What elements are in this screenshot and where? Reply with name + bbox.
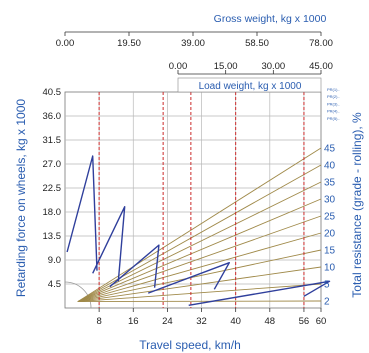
gross-weight-tick-label: 78.00 (309, 38, 333, 49)
y-tick-label: 31.5 (43, 135, 62, 146)
x-tick-label: 48 (265, 316, 276, 327)
resistance-tick-label: 15 (324, 246, 336, 257)
gross-weight-tick-label: 0.00 (56, 38, 75, 49)
resistance-tick-label: 10 (324, 263, 336, 274)
y-axis-title: Retarding force on wheels, kg x 1000 (14, 99, 28, 297)
load-weight-label-box (177, 77, 322, 93)
plot-frame (64, 91, 322, 309)
x-tick-label: 8 (96, 316, 101, 327)
x-tick-label: 16 (128, 316, 139, 327)
y-tick-label: 36.0 (43, 111, 62, 122)
resistance-line (77, 232, 322, 303)
load-weight-tick-label: 45.00 (309, 61, 333, 72)
pr-label: PR(4).. (327, 109, 340, 114)
pr-label: PR(3).. (327, 101, 340, 106)
gross-weight-ticks: 0.00 19.50 39.00 58.50 78.00 (56, 32, 333, 49)
resistance-tick-label: 2 (324, 297, 330, 308)
resistance-line (77, 181, 322, 303)
load-weight-axis-title: Load weight, kg x 1000 (199, 81, 302, 92)
y-tick-label: 4.5 (48, 279, 61, 290)
origin-arc (64, 281, 92, 309)
y-tick-label: 18.0 (43, 207, 62, 218)
resistance-line (77, 283, 322, 303)
gear-curve (66, 155, 98, 271)
resistance-tick-label: 20 (324, 229, 336, 240)
gear-curve (188, 280, 331, 306)
resistance-line (77, 300, 322, 303)
load-weight-tick-label: 30.00 (261, 61, 285, 72)
load-weight-tick-label: 0.00 (169, 61, 188, 72)
resistance-tick-label: 5 (324, 280, 330, 291)
gear-curve (92, 205, 126, 282)
load-weight-tick-label: 15.00 (214, 61, 238, 72)
x-tick-label: 40 (230, 316, 241, 327)
x-axis-title: Travel speed, km/h (139, 338, 241, 352)
gear-curve (109, 244, 160, 288)
y-tick-label: 9.0 (48, 255, 61, 266)
resistance-line (77, 249, 322, 303)
resistance-tick-label: 40 (324, 161, 336, 172)
plot-area: 8 16 24 32 40 48 56 60 4.5 9.0 13.5 18.0 22.5 27.0 31.… (43, 87, 336, 327)
resistance-line (77, 215, 322, 303)
resistance-tick-label: 25 (324, 212, 336, 223)
gross-weight-tick-label: 58.50 (245, 38, 269, 49)
right-axis-title: Total resistance (grade - rolling), % (350, 112, 364, 298)
resistance-line (77, 198, 322, 303)
load-weight-ticks: 0.00 15.00 30.00 45.00 (169, 61, 333, 74)
resistance-tick-label: 30 (324, 195, 336, 206)
resistance-tick-label: 45 (324, 144, 336, 155)
gross-weight-axis-title: Gross weight, kg x 1000 (214, 13, 327, 25)
pr-label: PR(1).. (327, 87, 340, 92)
x-tick-label: 60 (316, 316, 327, 327)
gear-curve (147, 262, 231, 294)
pr-label: PR(2).. (327, 94, 340, 99)
x-tick-label: 56 (299, 316, 310, 327)
resistance-tick-label: 35 (324, 178, 336, 189)
y-tick-label: 40.5 (43, 87, 62, 98)
resistance-line (77, 266, 322, 303)
x-tick-label: 24 (162, 316, 173, 327)
gross-weight-tick-label: 19.50 (117, 38, 141, 49)
y-tick-label: 22.5 (43, 183, 62, 194)
y-tick-label: 27.0 (43, 159, 62, 170)
gross-weight-tick-label: 39.00 (181, 38, 205, 49)
pr-label: PR(5).. (327, 116, 340, 121)
y-tick-label: 13.5 (43, 231, 62, 242)
pr-labels: PR(1).. PR(2).. PR(3).. PR(4).. PR(5).. (327, 87, 340, 121)
x-tick-label: 32 (196, 316, 207, 327)
